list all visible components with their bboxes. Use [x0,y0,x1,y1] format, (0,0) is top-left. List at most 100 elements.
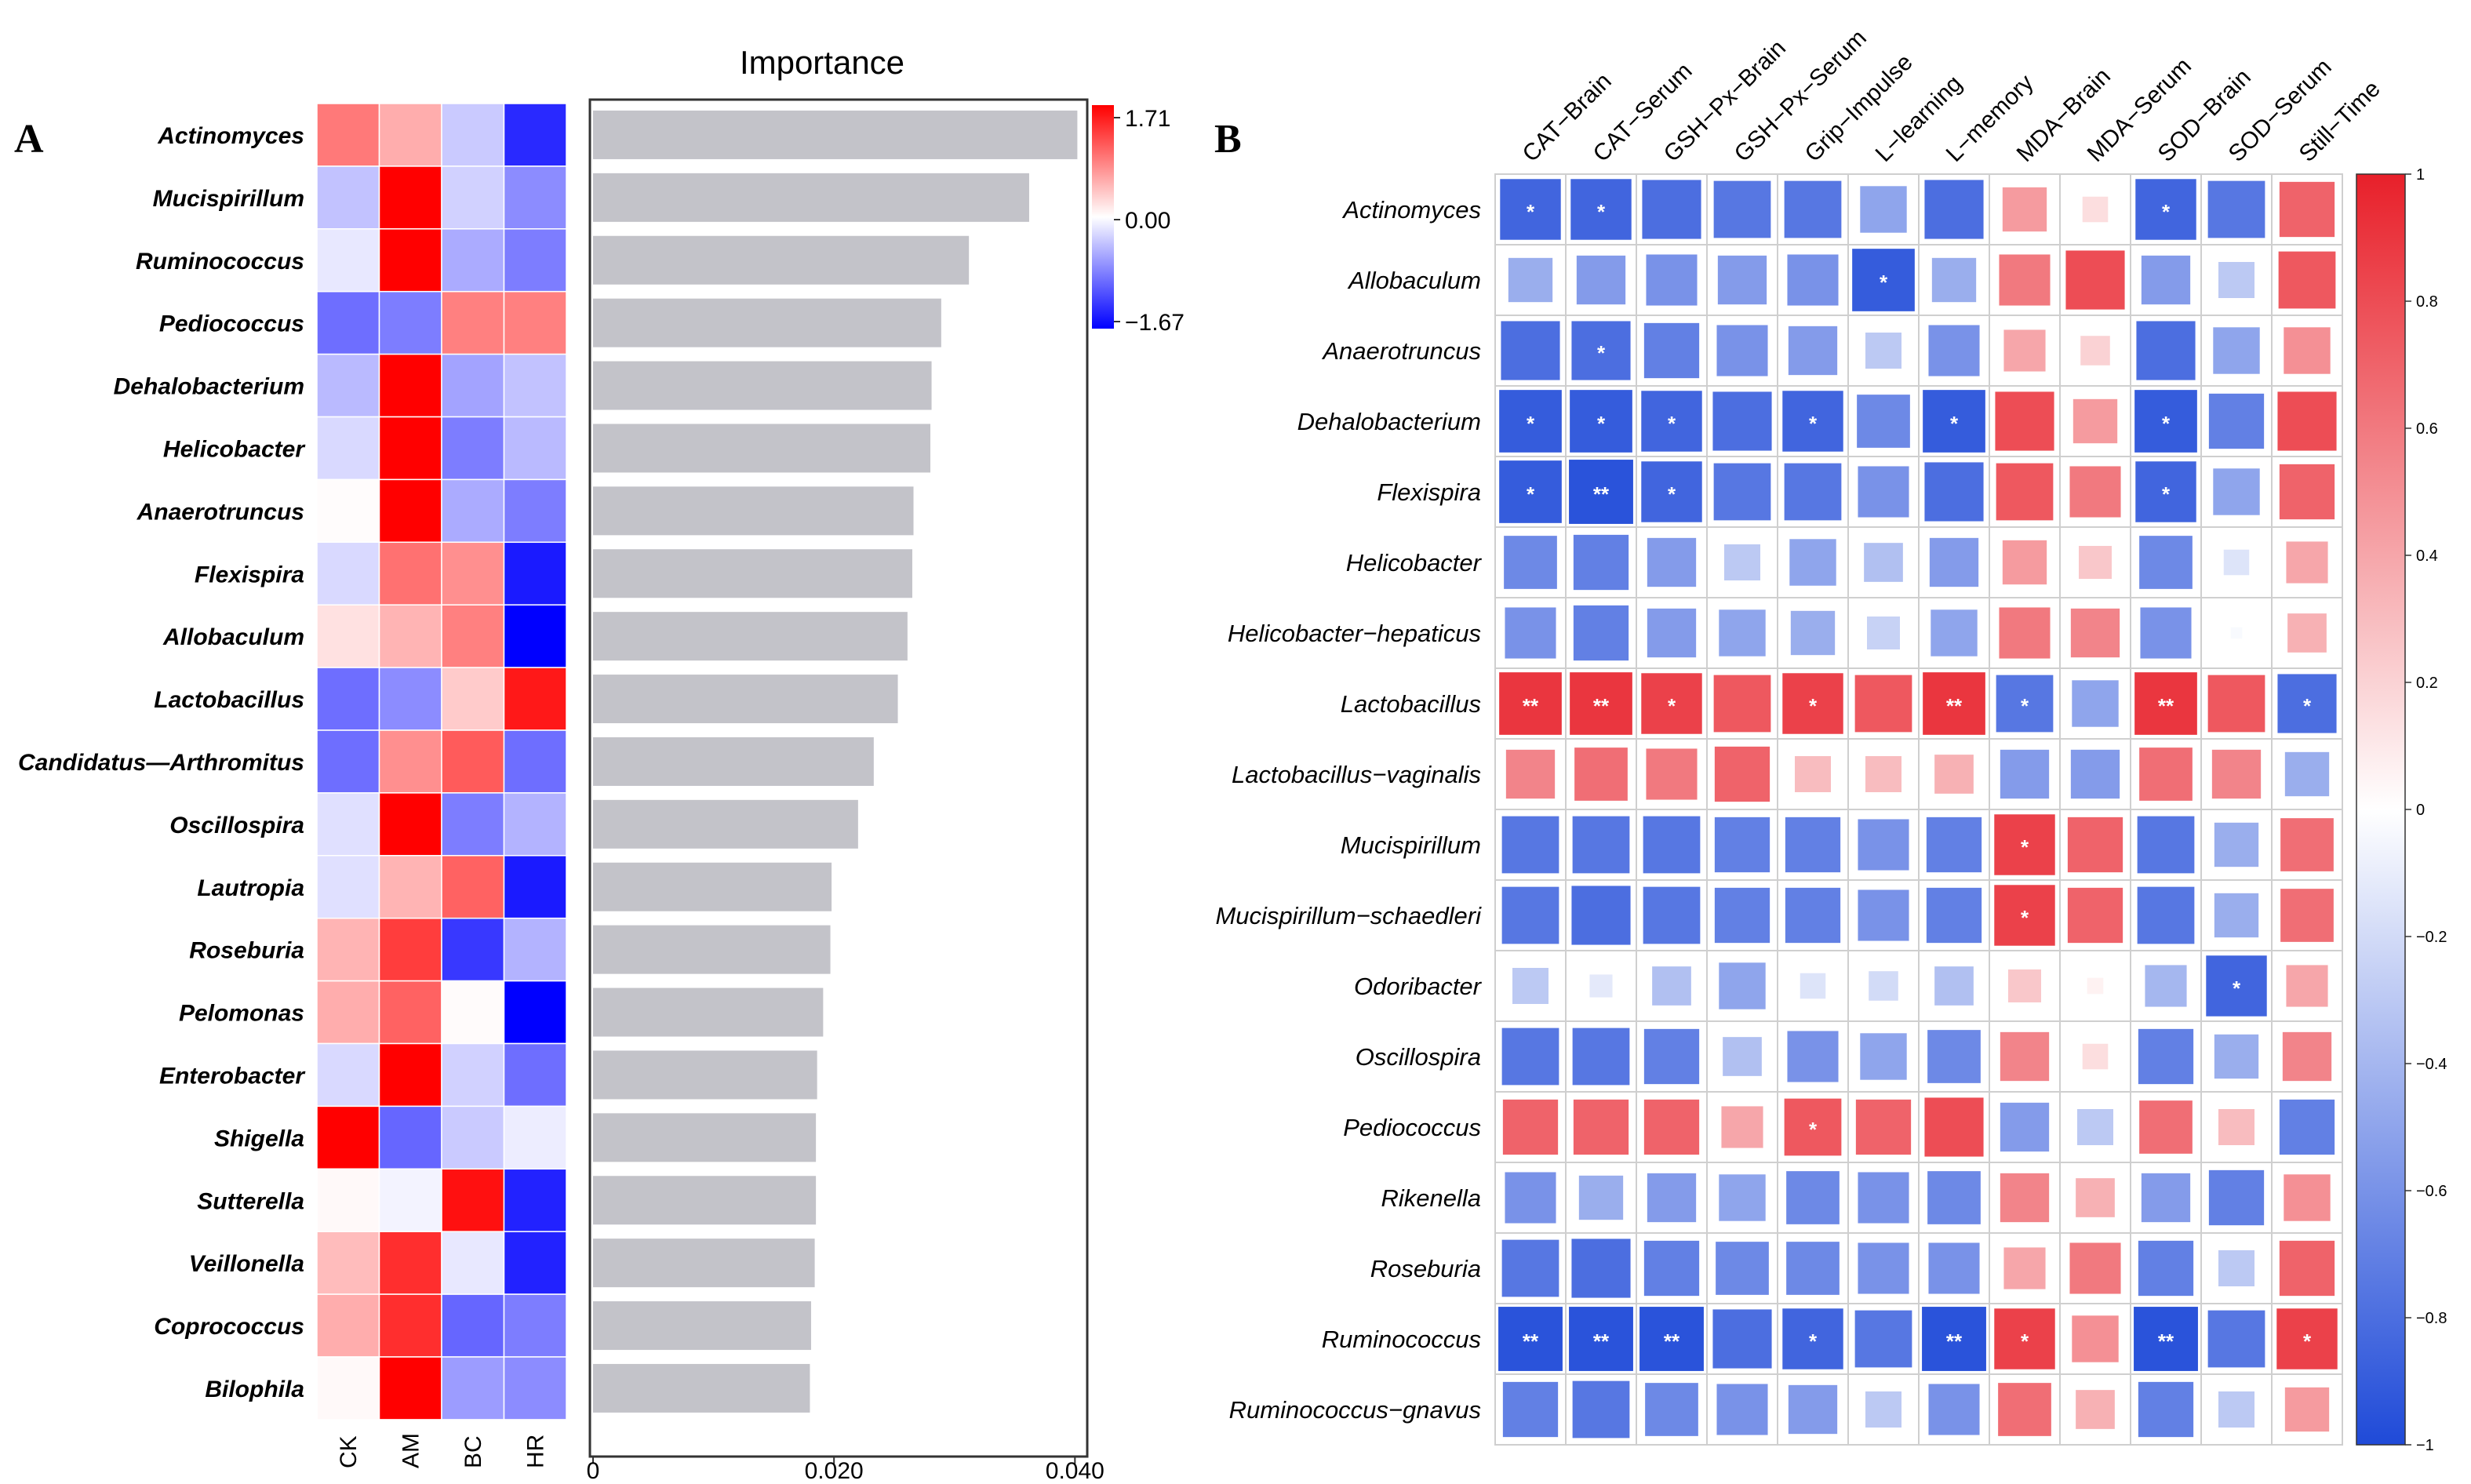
correlation-square [1782,1308,1843,1369]
correlation-square [1571,1238,1631,1298]
correlation-square [1713,463,1771,521]
importance-bar [593,235,970,285]
significance-marker: * [1880,271,1888,294]
correlation-square [2067,887,2123,944]
heatmap-cell [378,165,442,230]
correlation-square [1643,1099,1700,1155]
correlation-square [1643,322,1700,379]
correlation-square [1854,675,1912,733]
correlation-square [1924,462,1984,522]
correlation-square [1502,1099,1559,1155]
correlation-square [2069,1242,2121,1294]
correlation-square [2208,393,2265,449]
correlation-square [1571,886,1631,945]
correlation-square [1713,675,1771,733]
panel-a-row-label: Lautropia [197,875,304,901]
correlation-square [1505,1172,1556,1224]
importance-bar [593,1238,815,1288]
heatmap-cell [316,604,380,668]
importance-bar [593,675,898,724]
correlation-square [1926,817,1982,873]
correlation-square [1782,673,1843,734]
correlation-square [2280,818,2334,871]
correlation-square [1788,1384,1838,1435]
panel-b-label: B [1214,117,1242,162]
correlation-square [2070,749,2120,799]
heatmap-cell [316,980,380,1045]
correlation-square [1570,390,1632,453]
significance-marker: ** [1523,694,1539,718]
heatmap-cell [378,604,442,668]
importance-x-axis: 0 0.020 0.040 [587,1457,1104,1484]
heatmap-cell [316,290,380,355]
correlation-row-label: Mucispirillum−schaedleri [1215,902,1482,929]
correlation-square [2280,889,2334,942]
panel-b-colorbar: 1 0.8 0.6 0.4 0.2 0 −0.2 −0.4 −0.6 −0.8 −1 [2356,166,2447,1454]
correlation-square [1501,816,1559,874]
correlation-square [1512,967,1549,1005]
heatmap-cell [316,416,380,481]
correlation-square [2284,751,2330,797]
correlation-square [1789,539,1836,586]
correlation-square [1788,326,1838,376]
heatmap-cell [378,1042,442,1108]
heatmap-cell [316,541,380,606]
heatmap-cell [441,1293,505,1358]
significance-marker: * [2303,1329,2312,1353]
correlation-square [1994,814,2055,875]
importance-bar [593,799,858,849]
correlation-square [1785,887,1841,944]
correlation-square [1647,537,1697,587]
correlation-square [2080,336,2110,366]
correlation-square [1790,610,1836,656]
correlation-square [1573,534,1629,591]
panel-b-column-labels: CAT−BrainCAT−SerumGSH−Px−BrainGSH−Px−Ser… [1518,25,2385,167]
correlation-square [1860,186,1907,233]
correlation-square [2072,680,2119,727]
correlation-square [1858,466,1909,518]
correlation-square [1923,390,1985,453]
significance-marker: ** [1523,1329,1539,1353]
correlation-square [1867,617,1900,649]
panel-a-row-label: Bilophila [205,1377,304,1402]
correlation-square [1857,395,1910,448]
panel-a-row-label: Sutterella [197,1188,304,1214]
significance-marker: * [1597,412,1606,435]
importance-bar [593,1050,817,1100]
correlation-square [1922,1307,1986,1371]
heatmap-cell [503,1293,567,1358]
heatmap-cell [316,855,380,919]
heatmap-cell [378,1168,442,1232]
heatmap-cell [441,416,505,481]
correlation-square [1499,390,1562,453]
heatmap-cell [378,1356,442,1420]
correlation-square [2277,674,2337,733]
importance-bar [593,1113,817,1162]
correlation-square [2003,329,2046,372]
correlation-square [2072,1315,2119,1362]
heatmap-cell [441,1105,505,1170]
correlation-square [1502,1381,1559,1438]
correlation-square [2278,251,2336,309]
correlation-square [1505,607,1556,659]
correlation-square [1998,1383,2051,1436]
panel-a-row-label: Roseburia [189,938,304,964]
heatmap-cell [441,478,505,544]
correlation-square [2070,608,2120,658]
correlation-square [1787,1031,1839,1082]
heatmap-cell [316,228,380,293]
correlation-square [1572,816,1630,874]
correlation-square [1928,325,1980,376]
correlation-square [1573,605,1629,661]
heatmap-cell [441,729,505,794]
heatmap-cell [316,1231,380,1295]
correlation-square [1716,325,1768,376]
correlation-square [2065,250,2125,310]
correlation-square [1865,1391,1902,1428]
correlation-square [1721,1106,1763,1148]
correlation-row-label: Ruminococcus−gnavus [1229,1396,1481,1424]
correlation-square [1784,463,1842,521]
significance-marker: * [1809,694,1818,718]
correlation-square [1641,461,1702,522]
correlation-square [2079,546,2112,579]
